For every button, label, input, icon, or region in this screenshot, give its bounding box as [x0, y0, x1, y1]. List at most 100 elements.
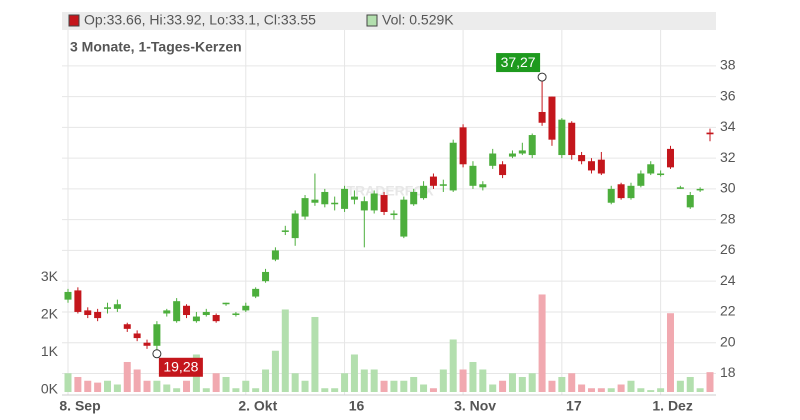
y-tick-label: 28 [720, 210, 736, 226]
candle-body [499, 164, 507, 176]
candle-body [706, 132, 714, 135]
candle-body [173, 301, 181, 322]
volume-bar [469, 361, 477, 392]
volume-bar [696, 388, 704, 392]
candle-body [291, 213, 299, 239]
candle-body [94, 311, 102, 319]
candle-body [420, 185, 428, 199]
volume-bar [380, 380, 388, 392]
candle-body [252, 288, 260, 297]
candle-body [617, 184, 625, 199]
candle-body [153, 324, 161, 346]
candle-body [696, 188, 704, 191]
volume-bar [370, 369, 378, 392]
candle-body [271, 250, 279, 260]
candle-body [64, 291, 72, 300]
volume-bar [637, 388, 645, 392]
candle-body [133, 333, 141, 339]
volume-bar [350, 354, 358, 392]
subtitle: 3 Monate, 1-Tages-Kerzen [70, 39, 242, 55]
y-tick-label: 18 [720, 364, 736, 380]
y2-tick-label: 2K [41, 306, 59, 322]
candle-body [439, 184, 447, 186]
candle-body [558, 119, 566, 156]
volume-bar [528, 373, 536, 392]
volume-bar [262, 369, 270, 392]
volume-bar [84, 380, 92, 392]
candle-body [518, 150, 526, 154]
candle-body [262, 271, 270, 282]
volume-bar [558, 376, 566, 392]
volume-bar [676, 380, 684, 392]
volume-bar [183, 380, 191, 392]
y2-tick-label: 0K [41, 381, 59, 397]
volume-bar [222, 376, 230, 392]
candle-body [242, 305, 250, 311]
x-tick-label: 1. Dez [652, 398, 692, 414]
candle-body [202, 311, 210, 316]
x-tick-label: 2. Okt [238, 398, 277, 414]
candle-body [676, 187, 684, 189]
volume-bar [538, 294, 546, 392]
volume-bar [706, 372, 714, 392]
candle-body [449, 142, 457, 191]
volume-bar [271, 350, 279, 392]
volume-bar [321, 388, 329, 392]
max-label: 37,27 [501, 54, 536, 70]
y-tick-label: 24 [720, 272, 736, 288]
volume-bar [94, 382, 102, 392]
volume-bar [143, 380, 151, 392]
volume-bar [400, 380, 408, 392]
candle-body [74, 290, 82, 312]
volume-bar [301, 380, 309, 392]
volume-bar [657, 388, 665, 392]
y-tick-label: 26 [720, 241, 736, 257]
y-tick-label: 38 [720, 57, 736, 73]
volume-bar [64, 373, 72, 392]
volume-bar [459, 369, 467, 392]
volume-bar [479, 369, 487, 392]
volume-bar [113, 384, 121, 392]
candle-body [607, 188, 615, 203]
candle-body [123, 324, 131, 329]
candle-body [410, 191, 418, 205]
candle-body [578, 155, 586, 162]
volume-bar [666, 313, 674, 392]
volume-bar [499, 380, 507, 392]
candle-body [331, 202, 339, 205]
candle-body [222, 302, 230, 305]
y2-tick-label: 1K [41, 343, 59, 359]
candle-body [232, 313, 240, 316]
y-tick-label: 32 [720, 149, 736, 165]
x-tick-label: 16 [349, 398, 365, 414]
volume-text: Vol: 0.529K [382, 12, 454, 28]
candle-body [281, 230, 289, 232]
candle-body [587, 161, 595, 171]
volume-bar [410, 376, 418, 392]
volume-bar [568, 373, 576, 392]
volume-bar [123, 361, 131, 392]
volume-bar [686, 376, 694, 392]
candle-body [301, 198, 309, 217]
volume-bar [429, 388, 437, 392]
volume-bar [331, 388, 339, 392]
header-bar [62, 12, 716, 30]
candle-body [429, 176, 437, 186]
volume-bar [104, 380, 112, 392]
candle-body [341, 188, 349, 209]
candle-body [479, 184, 487, 188]
volume-bar [607, 388, 615, 392]
max-marker [537, 72, 547, 82]
y-tick-label: 36 [720, 87, 736, 103]
volume-bar [202, 388, 210, 392]
candle-body [370, 193, 378, 211]
candle-body [508, 153, 516, 157]
candle-body [104, 307, 112, 309]
volume-bar [518, 376, 526, 392]
volume-bar [449, 339, 457, 392]
candle-body [528, 135, 536, 156]
volume-bar [587, 388, 595, 392]
volume-bar [439, 369, 447, 392]
candle-body [321, 191, 329, 205]
